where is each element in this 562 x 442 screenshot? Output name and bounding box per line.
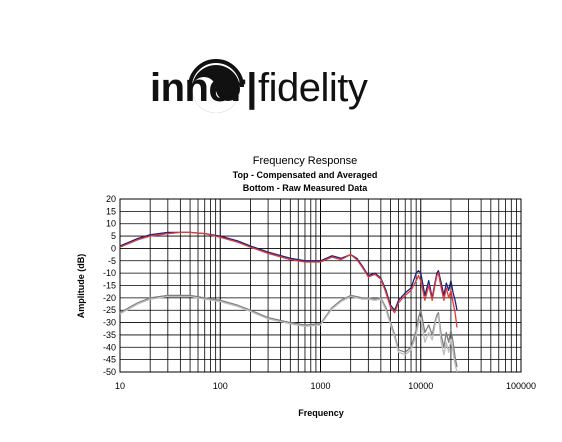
y-axis-label: Amplitude (dB) [76, 254, 86, 319]
yin-yang-headphones-icon [188, 59, 244, 113]
y-tick-label: -45 [103, 355, 116, 365]
x-tick-label: 10000 [408, 381, 433, 391]
brand-left: inner [150, 66, 246, 110]
series-line-4 [119, 295, 458, 373]
y-gridlines [120, 198, 521, 373]
y-tick-label: -40 [103, 342, 116, 352]
series-line-1 [119, 231, 458, 311]
y-tick-label: -30 [103, 318, 116, 328]
x-tick-label: 10 [115, 381, 125, 391]
brand-separator: | [246, 66, 257, 110]
y-tick-label: -20 [103, 293, 116, 303]
y-tick-labels: 20 15 10 5 0 -5 -10 -15 -20 -25 -30 -35 -40 -45 -50 [103, 194, 116, 377]
x-tick-label: 100000 [506, 381, 536, 391]
x-tick-label: 100 [213, 381, 228, 391]
y-tick-label: -15 [103, 281, 116, 291]
x-tick-label: 1000 [310, 381, 330, 391]
x-axis-label: Frequency [298, 408, 344, 418]
y-tick-label: -10 [103, 268, 116, 278]
y-tick-label: 0 [111, 243, 116, 253]
y-tick-label: 5 [111, 231, 116, 241]
chart-subtitle-top: Top - Compensated and Averaged [232, 170, 378, 180]
series-lines [119, 231, 458, 373]
brand-wordmark: inner|fidelity [150, 62, 368, 114]
y-tick-label: -5 [108, 256, 116, 266]
series-line-2 [119, 231, 458, 328]
y-tick-label: 10 [106, 219, 116, 229]
y-tick-label: -25 [103, 305, 116, 315]
x-tick-labels: 10 100 1000 10000 100000 [115, 381, 536, 391]
y-tick-label: -35 [103, 330, 116, 340]
y-tick-label: 15 [106, 206, 116, 216]
chart-title: Frequency Response [252, 155, 358, 167]
y-tick-label: -50 [103, 367, 116, 377]
chart-subtitle-bottom: Bottom - Raw Measured Data [242, 183, 368, 193]
brand-right: fidelity [258, 66, 368, 110]
y-tick-label: 20 [106, 194, 116, 204]
